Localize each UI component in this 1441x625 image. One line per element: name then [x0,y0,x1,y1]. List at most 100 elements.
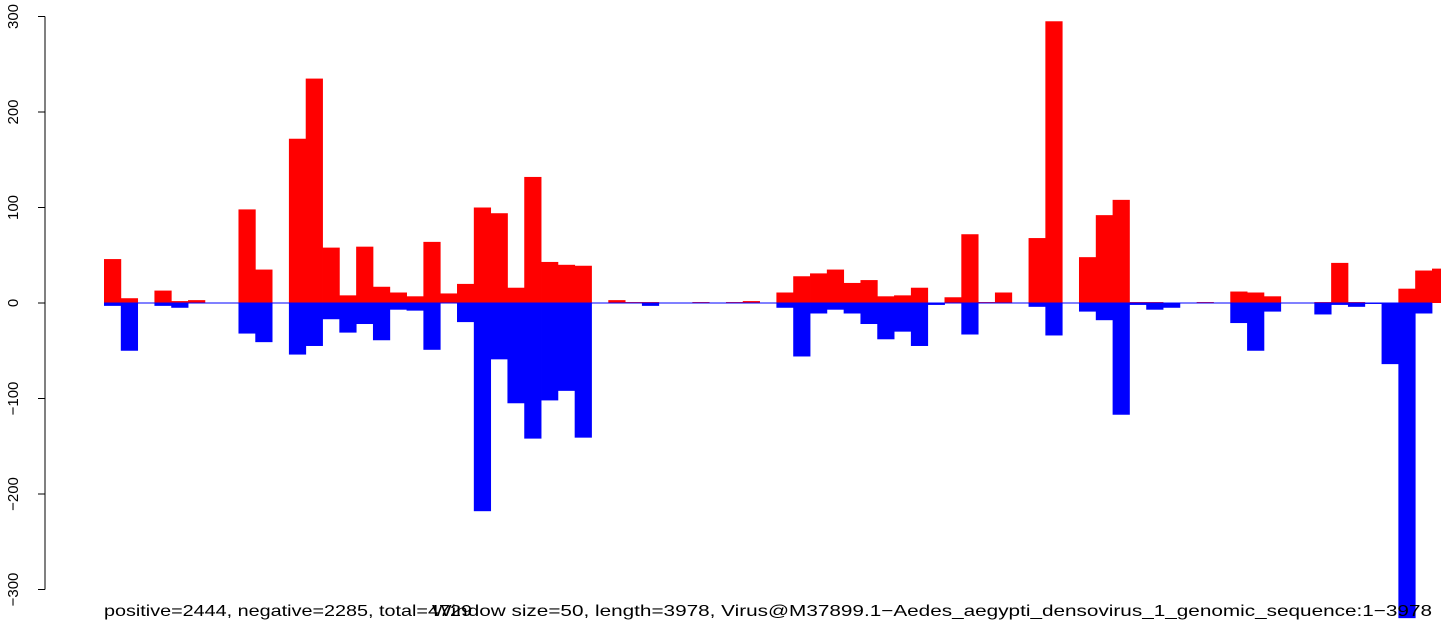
positive-bar [490,213,508,303]
positive-bar [305,78,323,303]
positive-bar [944,297,962,303]
negative-bar [1247,303,1265,351]
negative-bar [1112,303,1130,415]
negative-bar [171,303,189,308]
negative-bar [120,303,139,351]
negative-bar [372,303,391,341]
negative-bar [1095,303,1114,321]
positive-bar [1432,268,1441,303]
positive-bar [1028,238,1046,303]
negative-bar [1028,303,1046,307]
negative-bar [356,303,374,325]
negative-bar [1146,303,1164,310]
positive-bar [507,287,525,303]
negative-bar [255,303,273,343]
positive-bars [104,21,1441,304]
positive-bar [1263,296,1282,303]
negative-bar [507,303,525,404]
negative-bar [524,303,542,439]
negative-bar [1398,303,1416,619]
negative-bar [104,303,122,306]
negative-bar [423,303,441,350]
y-tick-label: −200 [5,477,22,511]
negative-bar [406,303,424,311]
positive-bar [860,280,878,303]
positive-bar [810,273,828,303]
positive-bar [826,269,845,303]
positive-bar [1398,288,1416,303]
positive-bar [423,241,441,303]
positive-bar [1230,291,1248,303]
positive-bar [776,292,794,303]
positive-bar [1095,215,1114,303]
negative-bar [961,303,979,335]
negative-bar [389,303,407,310]
negative-bar [826,303,845,310]
positive-bar [473,207,492,303]
negative-bar [305,303,323,346]
negative-bar [860,303,878,325]
positive-bar [1112,199,1130,303]
positive-bar [1045,21,1063,304]
negative-bar [1314,303,1332,315]
y-tick-label: 300 [5,4,22,29]
positive-bar [877,296,895,303]
summary-annotation: positive=2444, negative=2285, total=4729 [104,603,472,620]
window-annotation: Window size=50, length=3978, Virus@M3789… [432,603,1432,620]
negative-bar [1331,303,1349,305]
negative-bar [927,303,945,305]
positive-bar [608,300,626,303]
negative-bar [1415,303,1433,314]
negative-bar [1230,303,1248,324]
negative-bar [776,303,794,308]
positive-bar [541,261,559,303]
positive-bar [1331,262,1349,303]
negative-bar [238,303,256,334]
negative-bar [557,303,576,391]
negative-bar [490,303,508,360]
positive-bar [843,282,861,303]
positive-bar [793,276,811,303]
negative-bar [457,303,475,323]
y-tick-label: 0 [5,299,22,307]
negative-bar [473,303,492,512]
negative-bar [1347,303,1366,307]
negative-bar [877,303,895,340]
positive-bar [574,265,592,303]
positive-bar [994,292,1013,303]
positive-bar [171,301,189,303]
positive-bar [557,264,576,303]
positive-bar [961,234,979,303]
negative-bar [574,303,592,438]
positive-bar [910,287,929,303]
positive-bar [188,300,206,303]
negative-bar [322,303,340,320]
y-tick-label: −100 [5,382,22,416]
positive-bar [154,290,172,303]
positive-bar [339,295,357,303]
negative-bar [793,303,811,357]
positive-bar [894,295,912,303]
negative-bar [541,303,559,401]
negative-bar [843,303,861,314]
positive-bar [356,246,374,303]
positive-bar [120,298,139,303]
negative-bar [1263,303,1282,312]
negative-bar [894,303,912,332]
positive-bar [238,209,256,303]
negative-bars [104,303,1433,619]
positive-bar [104,259,122,303]
negative-bar [154,303,172,306]
positive-bar [742,301,760,303]
positive-bar [372,286,391,303]
y-tick-label: 100 [5,195,22,220]
positive-bar [440,293,458,303]
positive-bar [255,269,273,303]
negative-bar [910,303,929,346]
y-axis: −300 −200 −100 0 100 200 300 [5,4,46,607]
y-tick-label: −300 [5,573,22,607]
negative-bar [288,303,307,355]
positive-bar [524,176,542,303]
